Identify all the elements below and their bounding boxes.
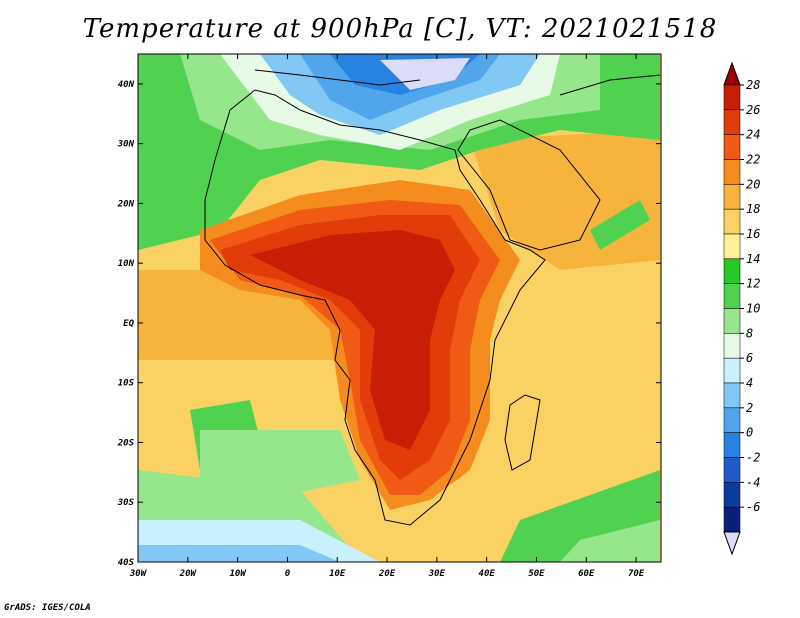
colorbar-label: -2	[746, 451, 760, 465]
colorbar-label: 2	[746, 401, 753, 415]
colorbar-label: -6	[746, 500, 760, 514]
colorbar-label: 14	[746, 252, 760, 266]
colorbar-segment	[723, 457, 741, 483]
grads-credit: GrADS: IGES/COLA	[4, 603, 91, 613]
temperature-field	[138, 54, 661, 562]
lat-label: 30S	[117, 498, 135, 508]
colorbar-segment	[723, 407, 741, 433]
lat-label: 40S	[118, 558, 135, 568]
colorbar-label: 20	[746, 177, 760, 191]
colorbar-label: 6	[746, 351, 753, 365]
colorbar-label: 0	[746, 426, 753, 440]
lon-label: 10E	[329, 569, 346, 579]
colorbar-label: 18	[746, 202, 760, 216]
colorbar-segment	[723, 333, 741, 359]
colorbar-segment	[723, 432, 741, 458]
map-title: Temperature at 900hPa [C], VT: 202102151…	[82, 14, 718, 44]
colorbar-segment	[723, 109, 741, 135]
colorbar-segment	[723, 506, 741, 533]
colorbar-segment	[723, 134, 741, 160]
colorbar-label: 4	[746, 376, 753, 390]
latitude-labels: 40N 30N 20N 10N EQ 10S 20S 30S 40S	[117, 80, 135, 568]
lat-label: 10N	[118, 259, 135, 269]
lat-label: 40N	[118, 80, 135, 90]
colorbar-label: 28	[746, 78, 760, 92]
colorbar-segment	[723, 258, 741, 284]
colorbar-bottom-triangle	[723, 531, 741, 556]
colorbar-segment	[723, 308, 741, 334]
longitude-labels: 30W 20W 10W 0 10E 20E 30E 40E 50E 60E 70E	[129, 569, 645, 579]
colorbar-segment	[723, 84, 741, 111]
lat-label: 30N	[117, 140, 135, 150]
lon-label: 50E	[528, 569, 545, 579]
colorbar-segment	[723, 184, 741, 210]
coastlines	[204, 69, 661, 526]
lat-label: 10S	[118, 379, 135, 389]
colorbar-top-triangle	[723, 61, 741, 86]
lon-label: 20E	[378, 569, 396, 579]
lon-label: 30E	[428, 569, 446, 579]
lon-label: 10W	[229, 569, 247, 579]
colorbar-label: 12	[746, 277, 760, 291]
lon-label: 60E	[578, 569, 595, 579]
colorbar-label: 16	[746, 227, 760, 241]
colorbar-segment	[723, 283, 741, 309]
colorbar-segment	[723, 357, 741, 384]
colorbar-label: 10	[746, 302, 760, 316]
lon-label: 20W	[179, 569, 198, 579]
lon-label: 30W	[129, 569, 148, 579]
lon-label: 0	[285, 569, 291, 579]
lon-label: 70E	[628, 569, 645, 579]
lon-label: 40E	[479, 569, 496, 579]
colorbar-segment	[723, 159, 741, 185]
lat-label: EQ	[123, 319, 134, 329]
colorbar-label: 26	[746, 103, 760, 117]
colorbar-segment	[723, 382, 741, 409]
colorbar	[723, 61, 744, 556]
lat-label: 20S	[117, 438, 135, 448]
colorbar-segment	[723, 233, 741, 260]
colorbar-label: -4	[746, 475, 760, 489]
colorbar-segment	[723, 482, 741, 508]
colorbar-label: 22	[746, 153, 760, 167]
colorbar-label: 8	[746, 326, 753, 340]
lat-label: 20N	[117, 199, 135, 209]
colorbar-label: 24	[746, 128, 760, 142]
axis-ticks	[137, 54, 661, 563]
map-frame	[137, 53, 662, 563]
colorbar-segment	[723, 208, 741, 235]
